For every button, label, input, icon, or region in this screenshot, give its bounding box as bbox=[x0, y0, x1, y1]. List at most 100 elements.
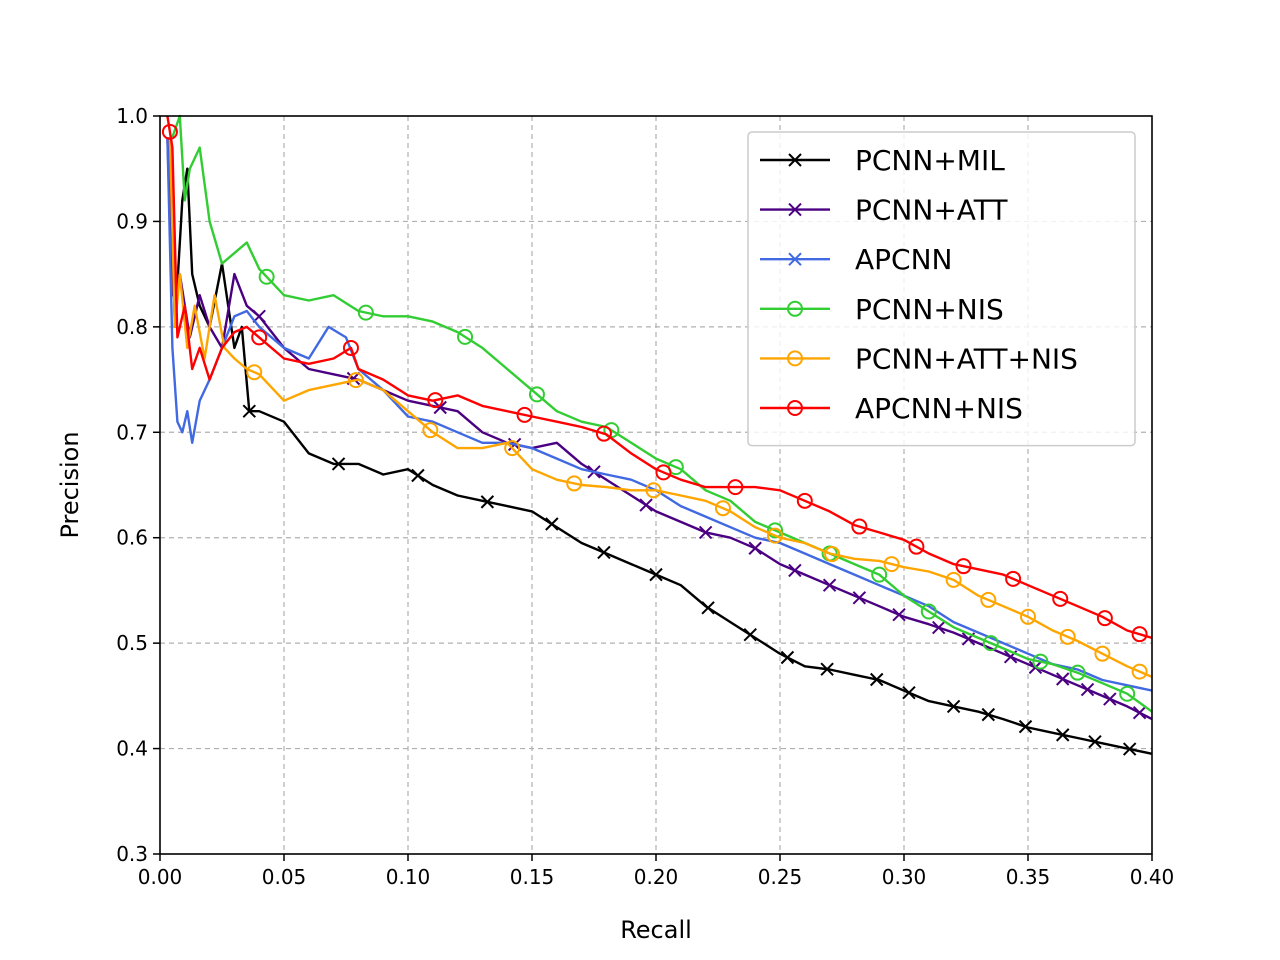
series-pcnn-nis bbox=[171, 114, 1153, 713]
data-point-apcnn-nis bbox=[342, 339, 359, 356]
data-point-pcnn-att bbox=[892, 607, 906, 622]
data-point-apcnn-nis bbox=[1096, 610, 1113, 627]
data-point-apcnn-nis bbox=[908, 538, 925, 555]
data-point-pcnn-att-nis bbox=[566, 475, 583, 492]
legend-label: PCNN+ATT+NIS bbox=[855, 342, 1078, 375]
y-tick-label: 1.0 bbox=[116, 104, 148, 128]
y-tick-label: 0.4 bbox=[116, 737, 148, 761]
data-point-pcnn-mil bbox=[743, 628, 757, 642]
data-point-pcnn-nis bbox=[258, 268, 275, 285]
y-tick-label: 0.6 bbox=[116, 526, 148, 550]
data-point-pcnn-nis bbox=[1119, 685, 1136, 702]
data-point-pcnn-att bbox=[433, 400, 447, 415]
legend-entry-apcnn: APCNN bbox=[760, 243, 952, 276]
data-point-pcnn-nis bbox=[982, 635, 999, 652]
series-pcnn-att-nis bbox=[168, 137, 1153, 680]
data-point-pcnn-mil bbox=[981, 707, 996, 722]
legend-entry-pcnn-mil: PCNN+MIL bbox=[760, 144, 1005, 177]
y-tick-label: 0.5 bbox=[116, 631, 148, 655]
legend-marker bbox=[787, 300, 803, 317]
data-point-pcnn-att bbox=[1103, 692, 1117, 706]
data-point-apcnn-nis bbox=[955, 558, 972, 575]
y-tick-label: 0.7 bbox=[116, 420, 148, 444]
data-point-pcnn-mil bbox=[902, 685, 916, 700]
data-point-apcnn-nis bbox=[796, 492, 813, 509]
series-line-apcnn-nis bbox=[166, 115, 1153, 640]
data-point-pcnn-att-nis bbox=[246, 364, 263, 381]
data-point-apcnn-nis bbox=[516, 406, 533, 423]
data-point-pcnn-att-nis bbox=[422, 422, 439, 439]
legend-marker bbox=[787, 400, 803, 416]
series-line-pcnn-nis bbox=[171, 114, 1153, 713]
data-point-pcnn-mil bbox=[597, 545, 611, 560]
y-tick-label: 0.8 bbox=[116, 315, 148, 339]
data-point-apcnn-nis bbox=[595, 425, 612, 442]
data-point-pcnn-att bbox=[698, 525, 713, 540]
x-tick-label: 0.10 bbox=[386, 865, 431, 889]
legend-marker bbox=[788, 252, 802, 266]
data-point-pcnn-att-nis bbox=[504, 440, 521, 457]
legend-label: APCNN+NIS bbox=[855, 392, 1023, 425]
y-axis-label: Precision bbox=[56, 431, 84, 538]
data-point-pcnn-mil bbox=[331, 457, 346, 471]
x-tick-label: 0.05 bbox=[262, 865, 307, 889]
y-tick-label: 0.9 bbox=[116, 209, 148, 233]
data-point-pcnn-att bbox=[852, 591, 867, 605]
data-point-pcnn-mil bbox=[480, 495, 495, 509]
data-point-pcnn-nis bbox=[920, 603, 937, 620]
data-point-pcnn-mil bbox=[701, 601, 715, 615]
x-tick-label: 0.20 bbox=[634, 865, 679, 889]
data-point-pcnn-att-nis bbox=[767, 527, 784, 544]
data-point-pcnn-att bbox=[1080, 682, 1095, 697]
data-point-apcnn-nis bbox=[1131, 626, 1148, 643]
legend-entry-pcnn-nis: PCNN+NIS bbox=[760, 293, 1004, 326]
data-point-pcnn-nis bbox=[357, 304, 374, 321]
data-point-pcnn-mil bbox=[545, 517, 559, 531]
data-point-pcnn-mil bbox=[780, 650, 795, 665]
series-group bbox=[161, 114, 1153, 756]
data-point-apcnn-nis bbox=[427, 392, 444, 409]
x-tick-label: 0.00 bbox=[138, 865, 183, 889]
data-point-apcnn-nis bbox=[727, 479, 744, 496]
legend-marker bbox=[788, 153, 802, 167]
data-point-pcnn-nis bbox=[767, 522, 784, 539]
data-point-pcnn-nis bbox=[1069, 664, 1086, 681]
legend-label: PCNN+MIL bbox=[855, 144, 1005, 177]
x-tick-label: 0.15 bbox=[510, 865, 555, 889]
data-point-pcnn-att-nis bbox=[1131, 663, 1148, 680]
grid bbox=[160, 116, 1152, 854]
y-tick-label: 0.3 bbox=[116, 842, 148, 866]
data-point-apcnn-nis bbox=[251, 329, 268, 346]
x-axis-label: Recall bbox=[620, 916, 692, 944]
data-point-pcnn-att-nis bbox=[714, 500, 731, 517]
legend-label: PCNN+ATT bbox=[855, 194, 1008, 227]
data-point-pcnn-att bbox=[788, 563, 802, 578]
data-point-apcnn-nis bbox=[655, 464, 672, 481]
data-point-pcnn-att bbox=[748, 541, 762, 555]
data-point-pcnn-nis bbox=[528, 386, 545, 403]
data-point-pcnn-mil bbox=[946, 699, 961, 714]
data-point-pcnn-att-nis bbox=[883, 556, 900, 573]
x-tick-label: 0.40 bbox=[1130, 865, 1175, 889]
data-point-pcnn-att-nis bbox=[347, 372, 364, 389]
data-point-pcnn-mil bbox=[649, 567, 663, 582]
data-point-pcnn-att-nis bbox=[945, 571, 962, 588]
data-point-apcnn-nis bbox=[851, 518, 868, 535]
data-point-pcnn-att bbox=[1056, 672, 1070, 686]
data-point-apcnn-nis bbox=[1005, 570, 1022, 587]
data-point-pcnn-mil bbox=[242, 404, 256, 418]
legend-label: APCNN bbox=[855, 243, 952, 276]
legend-label: PCNN+NIS bbox=[855, 293, 1004, 326]
legend-entry-pcnn-att-nis: PCNN+ATT+NIS bbox=[760, 342, 1078, 375]
series-apcnn-nis bbox=[161, 115, 1153, 643]
data-point-apcnn-nis bbox=[1052, 590, 1069, 607]
data-point-pcnn-att-nis bbox=[645, 482, 662, 499]
data-point-pcnn-nis bbox=[1032, 653, 1049, 670]
data-point-pcnn-mil bbox=[1088, 735, 1102, 749]
data-point-pcnn-att-nis bbox=[1059, 628, 1076, 645]
x-tick-label: 0.25 bbox=[758, 865, 803, 889]
x-ticks: 0.00 0.05 0.10 0.15 0.20 0.25 0.30 0.35 0.40 bbox=[138, 854, 1175, 889]
data-point-pcnn-nis bbox=[871, 566, 888, 583]
data-point-apcnn-nis bbox=[161, 123, 178, 140]
